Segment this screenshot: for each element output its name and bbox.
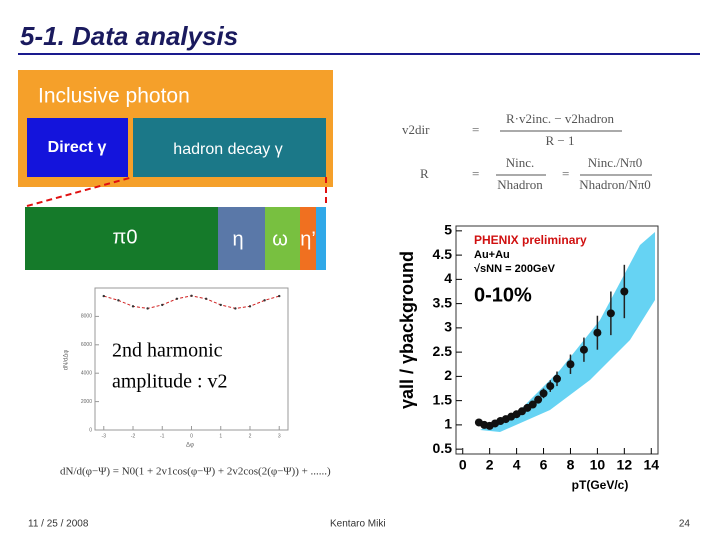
y-tick-label: 4 xyxy=(444,270,452,286)
phi-curve xyxy=(103,295,280,309)
phi-point xyxy=(278,294,281,298)
y-tick-label: 4.5 xyxy=(433,246,453,262)
x-tick-label: 14 xyxy=(643,457,659,473)
equals: = xyxy=(562,166,569,181)
y-label: dN/dΔφ xyxy=(64,350,70,371)
x-tick-label: 10 xyxy=(590,457,606,473)
point xyxy=(566,360,575,369)
equals: = xyxy=(472,122,479,137)
y-tick-label: 1 xyxy=(444,416,452,432)
y-label: γall / γbackground xyxy=(397,251,417,409)
point xyxy=(546,382,555,391)
y-tick-label: 3 xyxy=(444,319,452,335)
y-tick-label: 2 xyxy=(444,367,452,383)
phi-point xyxy=(263,299,266,302)
y-tick-label: 0 xyxy=(89,427,92,433)
omega-box xyxy=(265,207,300,270)
y-tick-label: 8000 xyxy=(81,314,92,320)
title: 5-1. Data analysis xyxy=(20,21,238,51)
x-label: pT(GeV/c) xyxy=(572,478,629,492)
x-tick-label: -2 xyxy=(131,433,136,439)
phi-point xyxy=(161,303,164,307)
point xyxy=(593,328,602,337)
plot-frame xyxy=(455,225,659,455)
footer-page: 24 xyxy=(679,519,691,530)
phi-point xyxy=(219,303,222,307)
formula-lhs: R xyxy=(420,166,429,181)
phi-point xyxy=(117,299,120,302)
x-tick-label: 6 xyxy=(540,457,548,473)
x-label: Δφ xyxy=(186,443,194,449)
centrality: 0-10% xyxy=(474,284,532,306)
note: amplitude : v2 xyxy=(112,371,228,393)
point xyxy=(553,374,561,383)
phi-point xyxy=(248,305,252,308)
footer-date: 11 / 25 / 2008 xyxy=(28,519,89,530)
phi-point xyxy=(234,307,237,310)
omega-label: ω xyxy=(272,228,288,250)
x-tick-label: 1 xyxy=(219,433,222,439)
y-tick-label: 5 xyxy=(444,222,452,238)
x-tick-label: -1 xyxy=(160,433,165,439)
formula-den: Nhadron/Nπ0 xyxy=(579,177,651,192)
phi-point xyxy=(175,297,179,300)
point xyxy=(606,309,615,318)
y-tick-label: 1.5 xyxy=(433,391,453,407)
x-tick-label: 2 xyxy=(486,457,494,473)
other-box xyxy=(316,207,326,270)
y-tick-label: 4000 xyxy=(81,371,92,377)
hadron-label: hadron decay γ xyxy=(173,141,282,158)
y-tick-label: 2000 xyxy=(81,399,92,405)
point xyxy=(579,345,588,354)
footer-author: Kentaro Miki xyxy=(330,519,386,530)
dash xyxy=(26,176,134,207)
phi-point xyxy=(190,294,193,298)
y-tick-label: 2.5 xyxy=(433,343,453,359)
etap-label: η’ xyxy=(300,228,316,250)
x-tick-label: 8 xyxy=(567,457,575,473)
phi-point xyxy=(204,297,208,300)
formula-num: R·v2inc. − v2hadron xyxy=(506,111,615,126)
formula-den: R − 1 xyxy=(545,133,574,148)
y-tick-label: 3.5 xyxy=(433,294,453,310)
etap-box xyxy=(300,207,316,270)
formula-num: Ninc. xyxy=(506,155,535,170)
direct-label: Direct γ xyxy=(48,139,107,156)
formula-lhs: v2dir xyxy=(402,122,430,137)
x-tick-label: 2 xyxy=(249,433,252,439)
phi-point xyxy=(146,307,149,310)
eta-box xyxy=(218,207,265,270)
point xyxy=(534,395,543,404)
x-tick-label: 0 xyxy=(459,457,467,473)
formula-num: Ninc./Nπ0 xyxy=(588,155,643,170)
inclusive-label: Inclusive photon xyxy=(38,85,190,108)
phi-point xyxy=(131,305,135,308)
x-tick-label: 0 xyxy=(190,433,193,439)
legend-text: PHENIX preliminary xyxy=(474,233,587,247)
point xyxy=(539,389,548,398)
pi0-box xyxy=(25,207,218,270)
legend-text: Au+Au xyxy=(474,249,510,261)
direct-box xyxy=(27,118,128,177)
equals: = xyxy=(472,166,479,181)
pi0-label: π0 xyxy=(113,226,138,248)
formula-den: Nhadron xyxy=(497,177,543,192)
band xyxy=(480,232,655,432)
point xyxy=(620,287,629,296)
phi-formula: dN/d(φ−Ψ) = N0(1 + 2v1cos(φ−Ψ) + 2v2cos(… xyxy=(60,466,331,478)
y-tick-label: 6000 xyxy=(81,342,92,348)
x-tick-label: 3 xyxy=(278,433,281,439)
legend-text: √sNN = 200GeV xyxy=(474,263,556,275)
point xyxy=(528,400,537,409)
phi-point xyxy=(102,294,105,298)
note: 2nd harmonic xyxy=(112,340,223,362)
eta-label: η xyxy=(232,228,243,250)
y-tick-label: 0.5 xyxy=(433,440,453,456)
hadron-box xyxy=(133,118,326,177)
x-tick-label: 12 xyxy=(617,457,633,473)
x-tick-label: -3 xyxy=(102,433,107,439)
x-tick-label: 4 xyxy=(513,457,521,473)
